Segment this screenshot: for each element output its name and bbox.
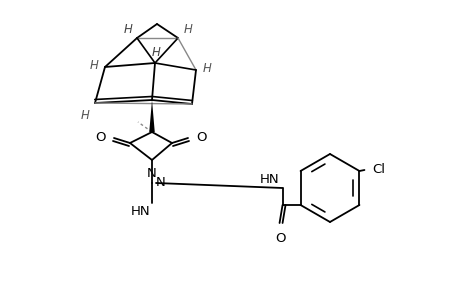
Text: Cl: Cl — [372, 163, 385, 176]
Text: H: H — [183, 22, 192, 35]
Text: H: H — [123, 22, 132, 35]
Text: O: O — [95, 130, 106, 143]
Text: H: H — [80, 109, 89, 122]
Text: O: O — [196, 130, 206, 143]
Text: H: H — [151, 46, 160, 59]
Polygon shape — [149, 100, 154, 132]
Text: N: N — [147, 167, 157, 180]
Text: HN: HN — [259, 173, 279, 186]
Text: N: N — [156, 176, 165, 190]
Text: O: O — [274, 232, 285, 245]
Text: HN: HN — [130, 205, 150, 218]
Text: H: H — [90, 58, 98, 71]
Text: H: H — [202, 61, 211, 74]
